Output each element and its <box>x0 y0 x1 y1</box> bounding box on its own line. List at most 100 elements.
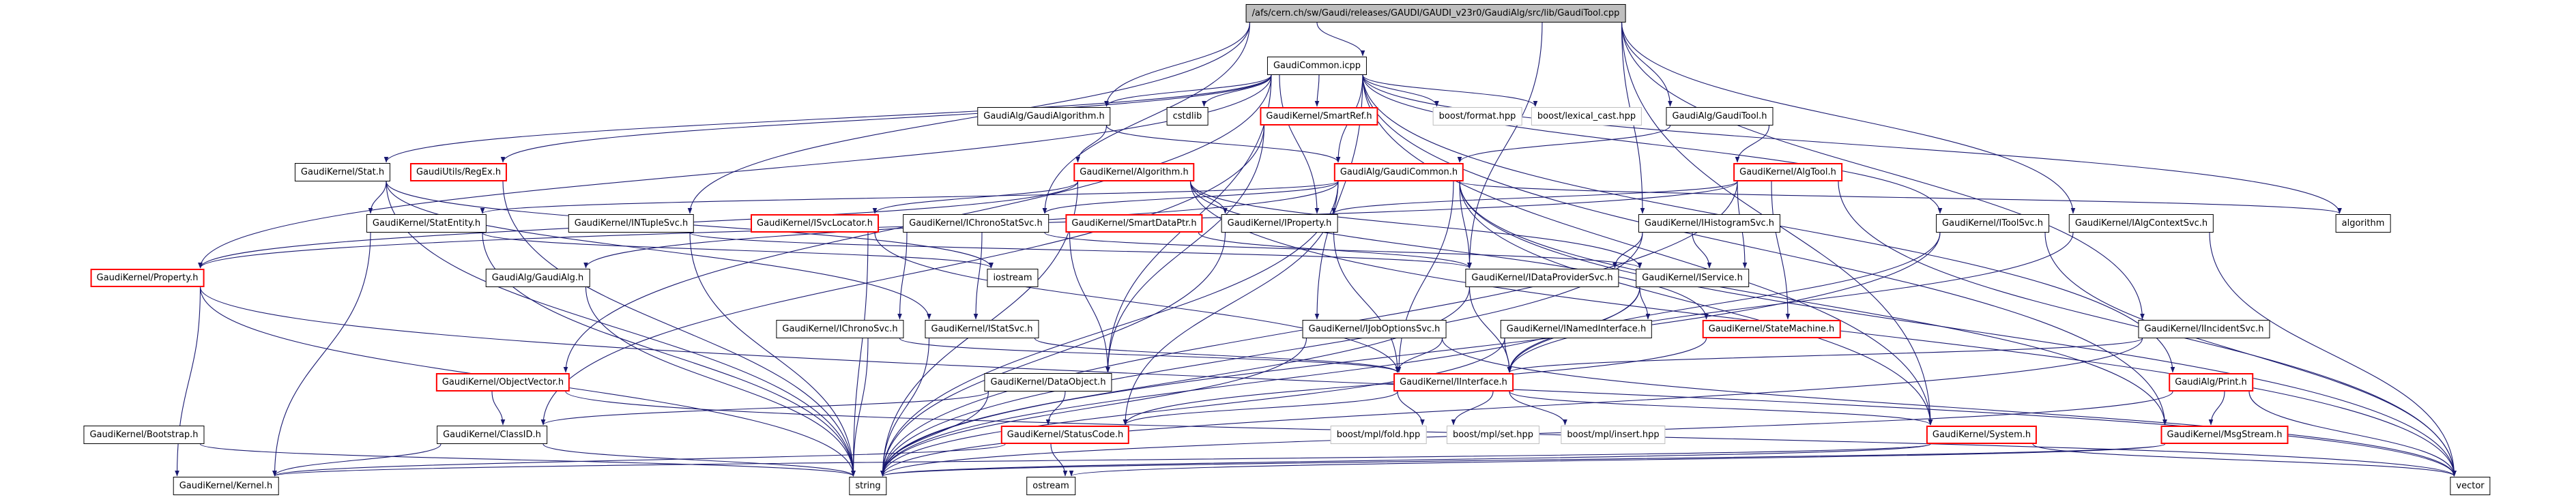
graph-node-gaudikernel-classid-h[interactable]: GaudiKernel/ClassID.h <box>437 426 547 444</box>
graph-node-iostream[interactable]: iostream <box>987 269 1039 287</box>
graph-node-boost-format-hpp[interactable]: boost/format.hpp <box>1432 107 1522 126</box>
graph-node-gaudikernel-isvclocator-h[interactable]: GaudiKernel/ISvcLocator.h <box>751 214 879 233</box>
graph-edge <box>585 286 856 477</box>
graph-node-boost-mpl-fold-hpp[interactable]: boost/mpl/fold.hpp <box>1330 426 1427 444</box>
graph-edge <box>880 338 1307 477</box>
graph-edge <box>897 232 908 320</box>
graph-edge <box>1639 286 1651 320</box>
graph-edge <box>880 443 1931 477</box>
graph-node-boost-mpl-set-hpp[interactable]: boost/mpl/set.hpp <box>1446 426 1540 444</box>
graph-node-gaudikernel-algorithm-h[interactable]: GaudiKernel/Algorithm.h <box>1073 163 1195 181</box>
graph-node-gaudikernel-property-h[interactable]: GaudiKernel/Property.h <box>90 269 205 287</box>
graph-node-gaudiutils-regex-h[interactable]: GaudiUtils/RegEx.h <box>409 163 508 181</box>
graph-edge <box>1189 181 1642 269</box>
graph-edge <box>1331 181 1738 214</box>
graph-node-gaudicommon-icpp[interactable]: GaudiCommon.icpp <box>1267 57 1367 75</box>
graph-edge <box>368 181 387 214</box>
graph-node-boost-mpl-insert-hpp[interactable]: boost/mpl/insert.hpp <box>1561 426 1666 444</box>
graph-edge <box>880 232 1226 477</box>
graph-node-gaudikernel-ichronosvc-h[interactable]: GaudiKernel/IChronoSvc.h <box>776 320 904 338</box>
graph-node-gaudikernel-iproperty-h[interactable]: GaudiKernel/IProperty.h <box>1221 214 1338 233</box>
graph-edge <box>1621 22 2076 214</box>
graph-edge <box>2209 232 2457 477</box>
graph-edge <box>1042 181 1339 214</box>
graph-node-algorithm[interactable]: algorithm <box>2335 214 2391 233</box>
graph-node-gaudikernel-dataobject-h[interactable]: GaudiKernel/DataObject.h <box>984 373 1112 392</box>
graph-edge <box>386 181 856 477</box>
graph-edge <box>1362 74 1538 107</box>
graph-node-vector[interactable]: vector <box>2450 477 2491 495</box>
graph-node-ostream[interactable]: ostream <box>1026 477 1075 495</box>
graph-edge <box>1621 22 1673 107</box>
graph-edge <box>199 443 856 477</box>
graph-edge <box>1441 338 2457 477</box>
graph-edge <box>1692 232 1712 269</box>
graph-node-gaudikernel-statentity-h[interactable]: GaudiKernel/StatEntity.h <box>366 214 487 233</box>
graph-edge <box>1395 338 1443 373</box>
graph-edge <box>851 232 869 477</box>
graph-node-gaudialg-gaudicommon-h[interactable]: GaudiAlg/GaudiCommon.h <box>1333 163 1464 181</box>
graph-node-gaudikernel-smartdataptr-h[interactable]: GaudiKernel/SmartDataPtr.h <box>1065 214 1203 233</box>
graph-node-gaudikernel-ichronostatsvc-h[interactable]: GaudiKernel/IChronoStatSvc.h <box>903 214 1049 233</box>
graph-node-gaudikernel-kernel-h[interactable]: GaudiKernel/Kernel.h <box>173 477 279 495</box>
graph-edge <box>500 74 1272 163</box>
graph-edge <box>973 232 983 320</box>
graph-edge <box>1198 232 1472 269</box>
graph-node-gaudikernel-istatsvc-h[interactable]: GaudiKernel/IStatSvc.h <box>925 320 1039 338</box>
graph-edge <box>1333 232 1400 373</box>
graph-node-string[interactable]: string <box>849 477 887 495</box>
graph-edge <box>2208 391 2225 426</box>
graph-edge <box>1467 22 1543 269</box>
graph-node-gaudialg-gaudialgorithm-h[interactable]: GaudiAlg/GaudiAlgorithm.h <box>977 107 1111 126</box>
graph-node-gaudikernel-msgstream-h[interactable]: GaudiKernel/MsgStream.h <box>2160 426 2289 444</box>
graph-edge <box>1459 181 2457 477</box>
graph-edge <box>1362 74 2342 214</box>
graph-node-gaudikernel-iincidentsvc-h[interactable]: GaudiKernel/IIncidentSvc.h <box>2138 320 2270 338</box>
graph-edge <box>1771 181 1791 320</box>
graph-edge <box>272 232 371 477</box>
graph-node-gaudikernel-ijoboptionssvc-h[interactable]: GaudiKernel/IJobOptionsSvc.h <box>1302 320 1447 338</box>
graph-edge <box>880 181 1339 477</box>
graph-node-gaudikernel-itoolsvc-h[interactable]: GaudiKernel/IToolSvc.h <box>1936 214 2049 233</box>
graph-node-gaudikernel-intuplesvc-h[interactable]: GaudiKernel/INTupleSvc.h <box>568 214 695 233</box>
graph-edge <box>880 443 2166 477</box>
graph-edge <box>1314 74 1320 107</box>
graph-node-boost-lexical-cast-hpp[interactable]: boost/lexical_cast.hpp <box>1531 107 1642 126</box>
graph-edge <box>1045 391 1066 426</box>
graph-node-gaudikernel-idataprovidersvc-h[interactable]: GaudiKernel/IDataProviderSvc.h <box>1465 269 1619 287</box>
graph-node-gaudialg-gauditool-h[interactable]: GaudiAlg/GaudiTool.h <box>1666 107 1774 126</box>
graph-edge <box>199 286 2457 477</box>
graph-node-gaudikernel-inamedinterface-h[interactable]: GaudiKernel/INamedInterface.h <box>1500 320 1653 338</box>
graph-node-gaudikernel-objectvector-h[interactable]: GaudiKernel/ObjectVector.h <box>435 373 570 392</box>
graph-node-gaudialg-gaudialg-h[interactable]: GaudiAlg/GaudiAlg.h <box>485 269 590 287</box>
graph-edge <box>1735 125 1770 163</box>
graph-edge <box>1316 22 1365 57</box>
graph-edge <box>2032 443 2457 477</box>
graph-node-gaudikernel-iinterface-h[interactable]: GaudiKernel/IInterface.h <box>1393 373 1514 392</box>
graph-node-gaudikernel-statemachine-h[interactable]: GaudiKernel/StateMachine.h <box>1702 320 1841 338</box>
graph-node-gaudikernel-system-h[interactable]: GaudiKernel/System.h <box>1926 426 2038 444</box>
graph-node-cstdlib[interactable]: cstdlib <box>1166 107 1209 126</box>
graph-node-gaudikernel-statuscode-h[interactable]: GaudiKernel/StatusCode.h <box>1000 426 1130 444</box>
graph-edge <box>1397 391 1425 426</box>
graph-edge <box>272 443 1006 477</box>
graph-node-afs-cern-ch-sw-gaudi-releases-gaudi-gaudi-v23r0-gaudialg-src-lib-gauditool-cpp[interactable]: /afs/cern.ch/sw/Gaudi/releases/GAUDI/GAU… <box>1245 4 1626 23</box>
graph-node-gaudikernel-ihistogramsvc-h[interactable]: GaudiKernel/IHistogramSvc.h <box>1638 214 1781 233</box>
graph-edge <box>1034 338 1400 373</box>
graph-node-gaudikernel-stat-h[interactable]: GaudiKernel/Stat.h <box>294 163 391 181</box>
graph-node-gaudikernel-ialgcontextsvc-h[interactable]: GaudiKernel/IAlgContextSvc.h <box>2068 214 2214 233</box>
graph-edge <box>1507 232 2074 373</box>
graph-edge <box>1202 74 1272 107</box>
graph-node-gaudikernel-smartref-h[interactable]: GaudiKernel/SmartRef.h <box>1260 107 1378 126</box>
graph-node-gaudialg-print-h[interactable]: GaudiAlg/Print.h <box>2169 373 2253 392</box>
graph-node-gaudikernel-bootstrap-h[interactable]: GaudiKernel/Bootstrap.h <box>83 426 205 444</box>
graph-edge <box>1459 181 2167 426</box>
graph-node-gaudikernel-iservice-h[interactable]: GaudiKernel/IService.h <box>1636 269 1749 287</box>
graph-edge <box>1042 22 1251 214</box>
graph-edge <box>2248 391 2457 477</box>
graph-node-gaudikernel-algtool-h[interactable]: GaudiKernel/AlgTool.h <box>1733 163 1842 181</box>
graph-edge <box>1362 74 1439 107</box>
graph-edge <box>1457 125 1671 163</box>
